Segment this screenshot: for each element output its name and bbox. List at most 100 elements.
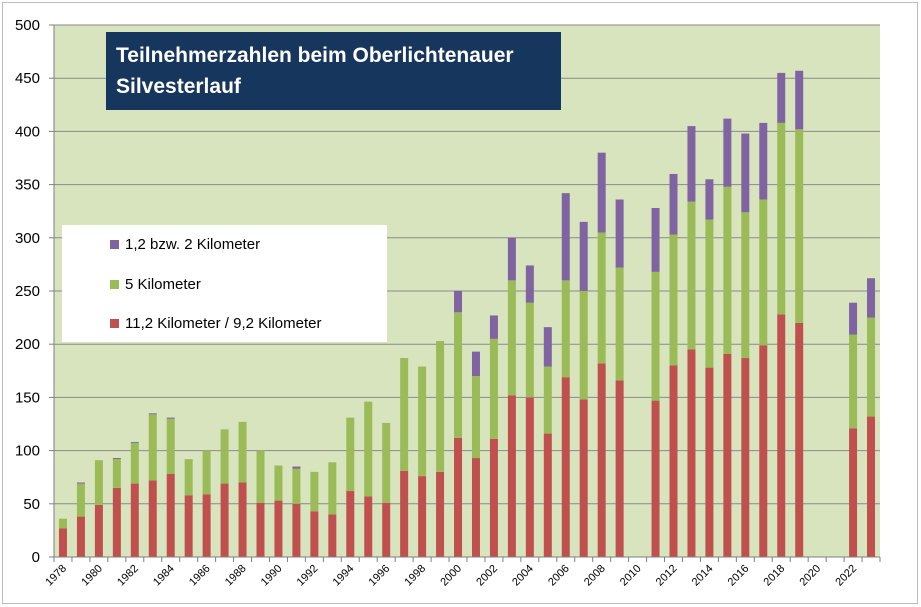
bar-1984-series-1 [166, 418, 175, 475]
x-tick-label: 2012 [654, 563, 680, 589]
bar-2014-series-0 [705, 367, 714, 557]
y-tick-label: 200 [15, 336, 40, 353]
x-tick-label: 2010 [618, 563, 644, 589]
bar-2022-series-1 [849, 334, 858, 429]
y-axis-ticks: 0 50 100 150 200 250 300 350 400 450 500 [15, 17, 40, 566]
x-tick-label: 2002 [474, 563, 500, 589]
bar-1991-series-0 [292, 503, 301, 557]
legend-label-1-2-km: 1,2 bzw. 2 Kilometer [125, 235, 261, 253]
bar-2015-series-2 [723, 118, 732, 187]
legend-item-11-2-km: 11,2 Kilometer / 9,2 Kilometer [110, 314, 321, 332]
bar-1991-series-1 [292, 468, 301, 504]
bar-2002-series-1 [489, 338, 498, 439]
bar-1998-series-1 [418, 366, 427, 477]
y-tick-label: 0 [32, 549, 40, 566]
bar-2018-series-0 [777, 314, 786, 557]
bar-1979-series-0 [76, 516, 85, 557]
bar-2000-series-2 [454, 291, 463, 313]
bar-1998-series-0 [418, 476, 427, 557]
bar-2009-series-1 [615, 267, 624, 381]
bar-2012-series-2 [669, 173, 678, 235]
bar-1997-series-0 [400, 470, 409, 557]
legend-label-11-2-km: 11,2 Kilometer / 9,2 Kilometer [125, 314, 322, 332]
bar-2005-series-2 [543, 327, 552, 367]
chart-title: Teilnehmerzahlen beim Oberlichtenauer Si… [106, 32, 561, 110]
bar-1983-series-1 [148, 414, 157, 481]
bar-1984-series-0 [166, 474, 175, 557]
bar-2005-series-1 [543, 366, 552, 434]
bar-2001-series-0 [471, 458, 480, 557]
bar-2019-series-1 [795, 129, 804, 323]
x-tick-label: 1982 [115, 563, 141, 589]
bar-2004-series-1 [525, 302, 534, 398]
x-tick-label: 2016 [726, 563, 752, 589]
bar-1999-series-1 [436, 341, 445, 472]
bar-1982-series-2 [130, 442, 139, 444]
bar-1992-series-1 [310, 471, 319, 512]
bar-1999-series-0 [436, 471, 445, 557]
x-tick-label: 2006 [546, 563, 572, 589]
x-tick-label: 1986 [187, 563, 213, 589]
x-tick-label: 1994 [331, 563, 357, 589]
bar-1990-series-0 [274, 500, 283, 557]
bar-1983-series-2 [148, 413, 157, 415]
bar-2004-series-2 [525, 265, 534, 303]
bar-2023-series-1 [867, 317, 876, 417]
y-tick-label: 150 [15, 389, 40, 406]
x-tick-label: 1980 [79, 563, 105, 589]
bar-1989-series-1 [256, 450, 265, 503]
y-tick-label: 450 [15, 70, 40, 87]
bar-1994-series-0 [346, 491, 355, 557]
bar-1982-series-0 [130, 483, 139, 557]
bar-2023-series-0 [867, 416, 876, 557]
bar-2016-series-1 [741, 212, 750, 359]
bar-2008-series-2 [597, 152, 606, 233]
x-tick-label: 2000 [438, 563, 464, 589]
bar-1991-series-2 [292, 466, 301, 469]
bar-2000-series-1 [454, 312, 463, 438]
bar-2004-series-0 [525, 397, 534, 557]
bar-1996-series-0 [382, 502, 391, 557]
bar-2017-series-2 [759, 122, 768, 200]
x-tick-label: 1996 [367, 563, 393, 589]
bar-2006-series-2 [561, 193, 570, 281]
bar-1979-series-1 [76, 483, 85, 517]
bar-2007-series-1 [579, 291, 588, 400]
bar-2009-series-0 [615, 380, 624, 557]
bar-1981-series-1 [112, 459, 121, 488]
y-tick-label: 400 [15, 123, 40, 140]
bar-2006-series-0 [561, 377, 570, 557]
x-tick-label: 2018 [762, 563, 788, 589]
chart-title-text: Teilnehmerzahlen beim Oberlichtenauer Si… [116, 44, 514, 98]
bar-2019-series-2 [795, 70, 804, 130]
bar-1988-series-1 [238, 421, 247, 483]
bar-1982-series-1 [130, 443, 139, 484]
bar-1995-series-0 [364, 496, 373, 557]
legend-item-5-km: 5 Kilometer [110, 275, 201, 293]
y-tick-label: 100 [15, 443, 40, 460]
bar-2002-series-0 [489, 438, 498, 557]
bar-2011-series-0 [651, 400, 660, 557]
bar-1986-series-0 [202, 494, 211, 557]
x-tick-label: 2020 [797, 563, 823, 589]
bar-1994-series-1 [346, 417, 355, 492]
x-tick-label: 2008 [582, 563, 608, 589]
bar-2013-series-0 [687, 349, 696, 557]
x-tick-label: 1998 [402, 563, 428, 589]
bar-1997-series-1 [400, 358, 409, 471]
bar-2022-series-0 [849, 428, 858, 557]
bar-2017-series-1 [759, 199, 768, 346]
bar-2016-series-2 [741, 133, 750, 213]
bar-2009-series-2 [615, 199, 624, 268]
y-tick-label: 350 [15, 177, 40, 194]
bar-1978-series-1 [58, 518, 67, 529]
bar-1990-series-1 [274, 465, 283, 501]
bar-2016-series-0 [741, 358, 750, 557]
bars [58, 70, 876, 557]
bar-1980-series-1 [94, 460, 103, 505]
y-tick-label: 250 [15, 283, 40, 300]
y-tick-label: 500 [15, 17, 40, 34]
bar-1983-series-0 [148, 480, 157, 557]
bar-2013-series-2 [687, 126, 696, 202]
bar-2000-series-0 [454, 437, 463, 557]
